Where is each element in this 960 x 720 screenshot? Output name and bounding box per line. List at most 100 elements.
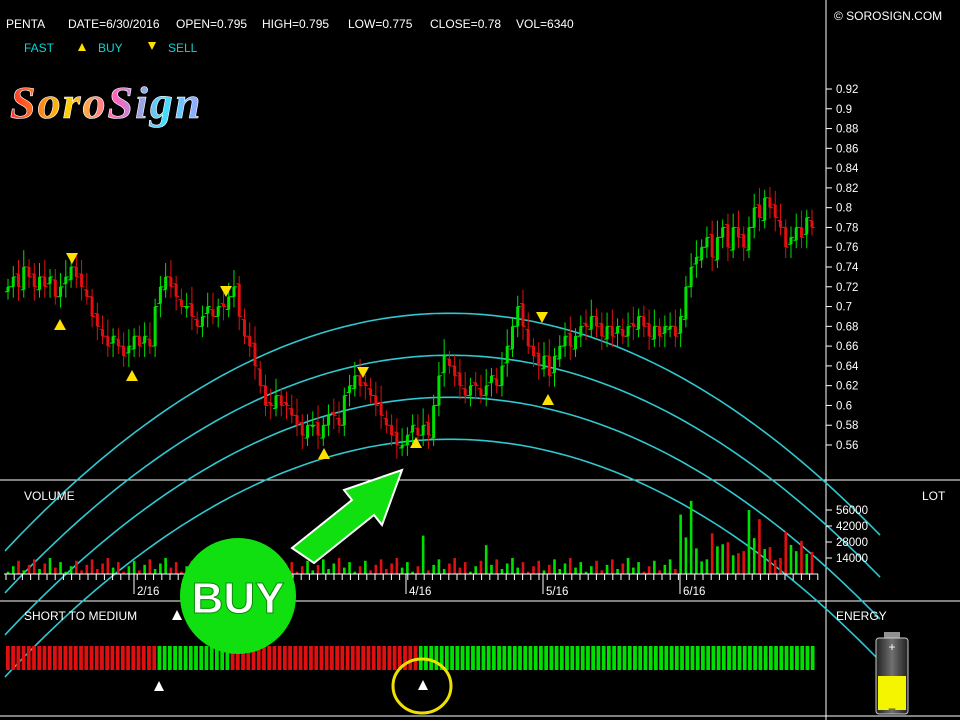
lot-label: LOT bbox=[922, 489, 946, 503]
candle-body bbox=[101, 329, 105, 337]
candle-body bbox=[432, 405, 436, 439]
volume-bar bbox=[584, 571, 588, 574]
volume-bar bbox=[605, 564, 609, 574]
price-tick-label: 0.9 bbox=[836, 104, 852, 116]
candle-body bbox=[510, 326, 514, 350]
candle-body bbox=[174, 283, 178, 297]
volume-bar bbox=[521, 562, 525, 574]
candle-body bbox=[22, 267, 26, 290]
strip-bar bbox=[387, 646, 392, 670]
volume-bar bbox=[705, 559, 709, 574]
strip-bar bbox=[737, 646, 742, 670]
strip-bar bbox=[178, 646, 183, 670]
candle-body bbox=[437, 375, 441, 406]
strip-bar bbox=[455, 646, 460, 670]
strip-bar bbox=[742, 646, 747, 670]
volume-bar bbox=[505, 563, 509, 574]
svg-text:+: + bbox=[888, 640, 895, 654]
candle-body bbox=[773, 204, 777, 218]
strip-bar bbox=[716, 646, 721, 670]
volume-bar bbox=[427, 570, 430, 574]
channel-line bbox=[4, 312, 881, 552]
legend-sell-icon bbox=[148, 42, 156, 50]
strip-bar bbox=[748, 646, 752, 670]
strip-bar bbox=[601, 646, 606, 670]
candle-body bbox=[353, 375, 357, 389]
candle-body bbox=[778, 220, 782, 228]
candle-body bbox=[537, 353, 541, 366]
volume-bar bbox=[668, 559, 672, 574]
price-axis: 0.56 0.58 0.6 0.62 0.64 0.66 0.68 0.7 0.72 0.74 0.… bbox=[826, 84, 859, 452]
strip-bar bbox=[559, 646, 564, 670]
candle-body bbox=[69, 267, 73, 280]
strip-bar bbox=[789, 646, 794, 670]
candle-body bbox=[442, 356, 446, 373]
volume-bar bbox=[43, 563, 47, 574]
strip-bar bbox=[303, 646, 308, 670]
volume-bar bbox=[364, 560, 367, 574]
strip-bar bbox=[366, 646, 371, 670]
volume-bar bbox=[153, 568, 157, 574]
strip-bar bbox=[330, 646, 334, 670]
candle-body bbox=[38, 276, 42, 290]
candle-body bbox=[526, 329, 530, 347]
candle-body bbox=[416, 428, 420, 436]
strip-bar bbox=[314, 646, 319, 670]
strip-bar bbox=[16, 646, 21, 670]
volume-bar bbox=[27, 564, 31, 574]
strip-bar bbox=[810, 646, 815, 670]
strip-bar bbox=[800, 646, 805, 670]
candle-body bbox=[521, 303, 525, 327]
strip-bar bbox=[711, 646, 716, 670]
candle-body bbox=[263, 385, 267, 406]
strip-bar bbox=[664, 646, 669, 670]
strip-bar bbox=[690, 646, 695, 670]
strip-bar bbox=[168, 646, 172, 670]
sorosign-logo: SoroSign bbox=[10, 77, 202, 128]
volume-bar bbox=[164, 558, 167, 574]
channel-line bbox=[4, 438, 881, 678]
volume-bar bbox=[448, 563, 451, 574]
strip-bar bbox=[230, 646, 235, 670]
strip-bar bbox=[204, 646, 209, 670]
strip-bar bbox=[120, 646, 125, 670]
volume-bar bbox=[75, 560, 78, 574]
strip-bar bbox=[126, 646, 130, 670]
candle-body bbox=[232, 286, 236, 297]
candle-body bbox=[295, 415, 299, 426]
date-tick-label: 6/16 bbox=[683, 586, 705, 598]
strip-bar bbox=[26, 646, 31, 670]
channel-line bbox=[4, 354, 881, 594]
buy-arrow-icon bbox=[290, 468, 404, 565]
energy-battery-icon: + – bbox=[875, 632, 909, 715]
candle-body bbox=[474, 382, 478, 386]
sell-signal-icon bbox=[536, 312, 548, 323]
price-tick-label: 0.88 bbox=[836, 124, 858, 136]
volume-bar bbox=[626, 558, 630, 574]
candle-body bbox=[379, 402, 383, 416]
candle-body bbox=[768, 197, 772, 208]
candle-body bbox=[715, 237, 719, 261]
volume-bar bbox=[111, 567, 115, 574]
candle-body bbox=[479, 388, 483, 396]
candle-body bbox=[158, 286, 162, 304]
strip-bar bbox=[481, 646, 486, 670]
strip-bar bbox=[89, 646, 94, 670]
candle-body bbox=[810, 220, 814, 228]
volume-bar bbox=[542, 570, 546, 574]
candle-body bbox=[74, 267, 78, 277]
candle-body bbox=[426, 422, 430, 436]
strip-bar bbox=[512, 646, 517, 670]
candle-body bbox=[731, 227, 735, 251]
candle-body bbox=[348, 385, 352, 393]
strip-bar bbox=[319, 646, 324, 670]
candle-body bbox=[290, 408, 294, 416]
candle-body bbox=[652, 326, 656, 340]
volume-bar bbox=[416, 566, 420, 574]
candle-body bbox=[679, 316, 683, 334]
volume-bar bbox=[38, 568, 41, 574]
strip-buy-marker-2 bbox=[418, 680, 428, 690]
volume-bar bbox=[453, 558, 456, 574]
candle-body bbox=[553, 356, 557, 373]
header: PENTA DATE=6/30/2016 OPEN=0.795 HIGH=0.7… bbox=[6, 9, 942, 31]
